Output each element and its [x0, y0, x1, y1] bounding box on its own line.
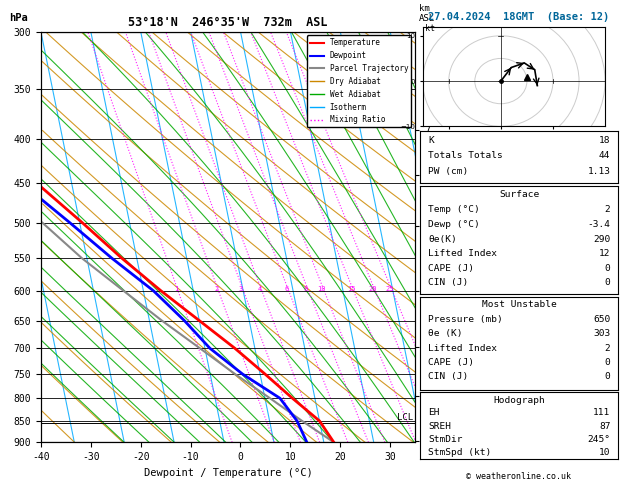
X-axis label: Dewpoint / Temperature (°C): Dewpoint / Temperature (°C): [143, 468, 313, 478]
Text: 87: 87: [599, 421, 610, 431]
Text: 3: 3: [239, 286, 243, 293]
Text: Surface: Surface: [499, 191, 539, 199]
Text: 20: 20: [369, 286, 377, 293]
Text: PW (cm): PW (cm): [428, 167, 469, 176]
Text: 290: 290: [593, 235, 610, 243]
Text: 25: 25: [386, 286, 394, 293]
Title: 53°18'N  246°35'W  732m  ASL: 53°18'N 246°35'W 732m ASL: [128, 16, 328, 29]
Text: θe (K): θe (K): [428, 330, 462, 338]
Text: 15: 15: [347, 286, 355, 293]
Text: 18: 18: [599, 136, 610, 145]
Text: 1: 1: [174, 286, 178, 293]
Text: 1.13: 1.13: [587, 167, 610, 176]
Text: 12: 12: [599, 249, 610, 258]
Text: 0: 0: [604, 372, 610, 382]
Text: CIN (J): CIN (J): [428, 372, 469, 382]
Text: 0: 0: [604, 278, 610, 287]
Text: StmDir: StmDir: [428, 434, 462, 444]
Text: 0: 0: [604, 263, 610, 273]
Text: CIN (J): CIN (J): [428, 278, 469, 287]
Text: 245°: 245°: [587, 434, 610, 444]
Text: 0: 0: [604, 358, 610, 367]
Text: Lifted Index: Lifted Index: [428, 344, 497, 353]
Text: hPa: hPa: [9, 14, 28, 23]
Text: © weatheronline.co.uk: © weatheronline.co.uk: [467, 472, 571, 481]
Text: Pressure (mb): Pressure (mb): [428, 315, 503, 324]
Text: 10: 10: [318, 286, 326, 293]
Text: LCL: LCL: [396, 413, 413, 422]
Text: Dewp (°C): Dewp (°C): [428, 220, 480, 229]
Text: SREH: SREH: [428, 421, 451, 431]
Text: Temp (°C): Temp (°C): [428, 206, 480, 214]
Text: Hodograph: Hodograph: [493, 396, 545, 405]
Text: 6: 6: [284, 286, 288, 293]
Text: CAPE (J): CAPE (J): [428, 263, 474, 273]
Text: 2: 2: [604, 344, 610, 353]
Text: CAPE (J): CAPE (J): [428, 358, 474, 367]
Text: 4: 4: [257, 286, 262, 293]
Text: kt: kt: [425, 24, 435, 33]
Text: 2: 2: [604, 206, 610, 214]
Text: km
ASL: km ASL: [419, 4, 435, 23]
Text: 10: 10: [599, 448, 610, 457]
Text: 2: 2: [214, 286, 218, 293]
Y-axis label: Mixing Ratio (g/kg): Mixing Ratio (g/kg): [472, 186, 481, 288]
Text: 44: 44: [599, 152, 610, 160]
Text: StmSpd (kt): StmSpd (kt): [428, 448, 491, 457]
Text: Lifted Index: Lifted Index: [428, 249, 497, 258]
Legend: Temperature, Dewpoint, Parcel Trajectory, Dry Adiabat, Wet Adiabat, Isotherm, Mi: Temperature, Dewpoint, Parcel Trajectory…: [307, 35, 411, 127]
Text: 303: 303: [593, 330, 610, 338]
Text: K: K: [428, 136, 434, 145]
Text: 111: 111: [593, 409, 610, 417]
Text: EH: EH: [428, 409, 440, 417]
Text: Most Unstable: Most Unstable: [482, 300, 557, 309]
Text: -3.4: -3.4: [587, 220, 610, 229]
Text: θe(K): θe(K): [428, 235, 457, 243]
Text: 27.04.2024  18GMT  (Base: 12): 27.04.2024 18GMT (Base: 12): [428, 12, 610, 22]
Text: 650: 650: [593, 315, 610, 324]
Text: Totals Totals: Totals Totals: [428, 152, 503, 160]
Text: 8: 8: [304, 286, 308, 293]
